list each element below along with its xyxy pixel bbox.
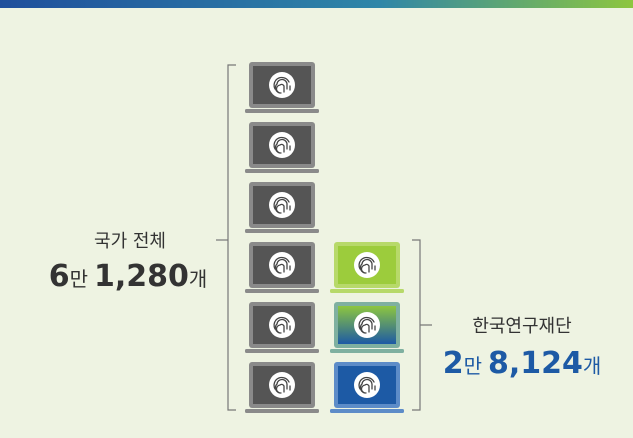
laptop bbox=[330, 362, 404, 413]
laptop-base bbox=[245, 109, 319, 113]
num: 6 bbox=[49, 259, 70, 294]
laptop bbox=[330, 302, 404, 353]
fingerprint-icon bbox=[353, 311, 381, 339]
fingerprint-icon bbox=[268, 371, 296, 399]
laptop-base bbox=[245, 349, 319, 353]
num: 8,124 bbox=[488, 346, 583, 381]
fingerprint-icon bbox=[353, 251, 381, 279]
left-bracket bbox=[227, 64, 236, 411]
laptop bbox=[330, 242, 404, 293]
laptop-base bbox=[330, 349, 404, 353]
unit: 개 bbox=[583, 354, 601, 378]
fingerprint-icon bbox=[353, 371, 381, 399]
laptop bbox=[245, 362, 319, 413]
unit: 만 bbox=[70, 267, 88, 291]
fingerprint-icon bbox=[268, 191, 296, 219]
unit: 개 bbox=[189, 267, 207, 291]
laptop-base bbox=[245, 409, 319, 413]
num: 1,280 bbox=[94, 259, 189, 294]
right-bracket bbox=[412, 239, 432, 411]
laptop-base bbox=[245, 289, 319, 293]
left-label: 국가 전체 bbox=[94, 231, 166, 252]
fingerprint-icon bbox=[268, 71, 296, 99]
laptop bbox=[245, 302, 319, 353]
laptop bbox=[245, 62, 319, 113]
laptop-base bbox=[330, 289, 404, 293]
right-label: 한국연구재단 bbox=[472, 316, 571, 337]
laptop-base bbox=[330, 409, 404, 413]
unit: 만 bbox=[464, 354, 482, 378]
num: 2 bbox=[443, 346, 464, 381]
laptop bbox=[245, 182, 319, 233]
laptops bbox=[245, 62, 404, 413]
top-bar bbox=[0, 0, 633, 8]
fingerprint-icon bbox=[268, 131, 296, 159]
fingerprint-icon bbox=[268, 311, 296, 339]
laptop bbox=[245, 122, 319, 173]
laptop bbox=[245, 242, 319, 293]
laptop-base bbox=[245, 169, 319, 173]
fingerprint-icon bbox=[268, 251, 296, 279]
laptop-base bbox=[245, 229, 319, 233]
left-amount: 6만 1,280개 bbox=[49, 259, 208, 294]
right-amount: 2만 8,124개 bbox=[443, 346, 602, 381]
